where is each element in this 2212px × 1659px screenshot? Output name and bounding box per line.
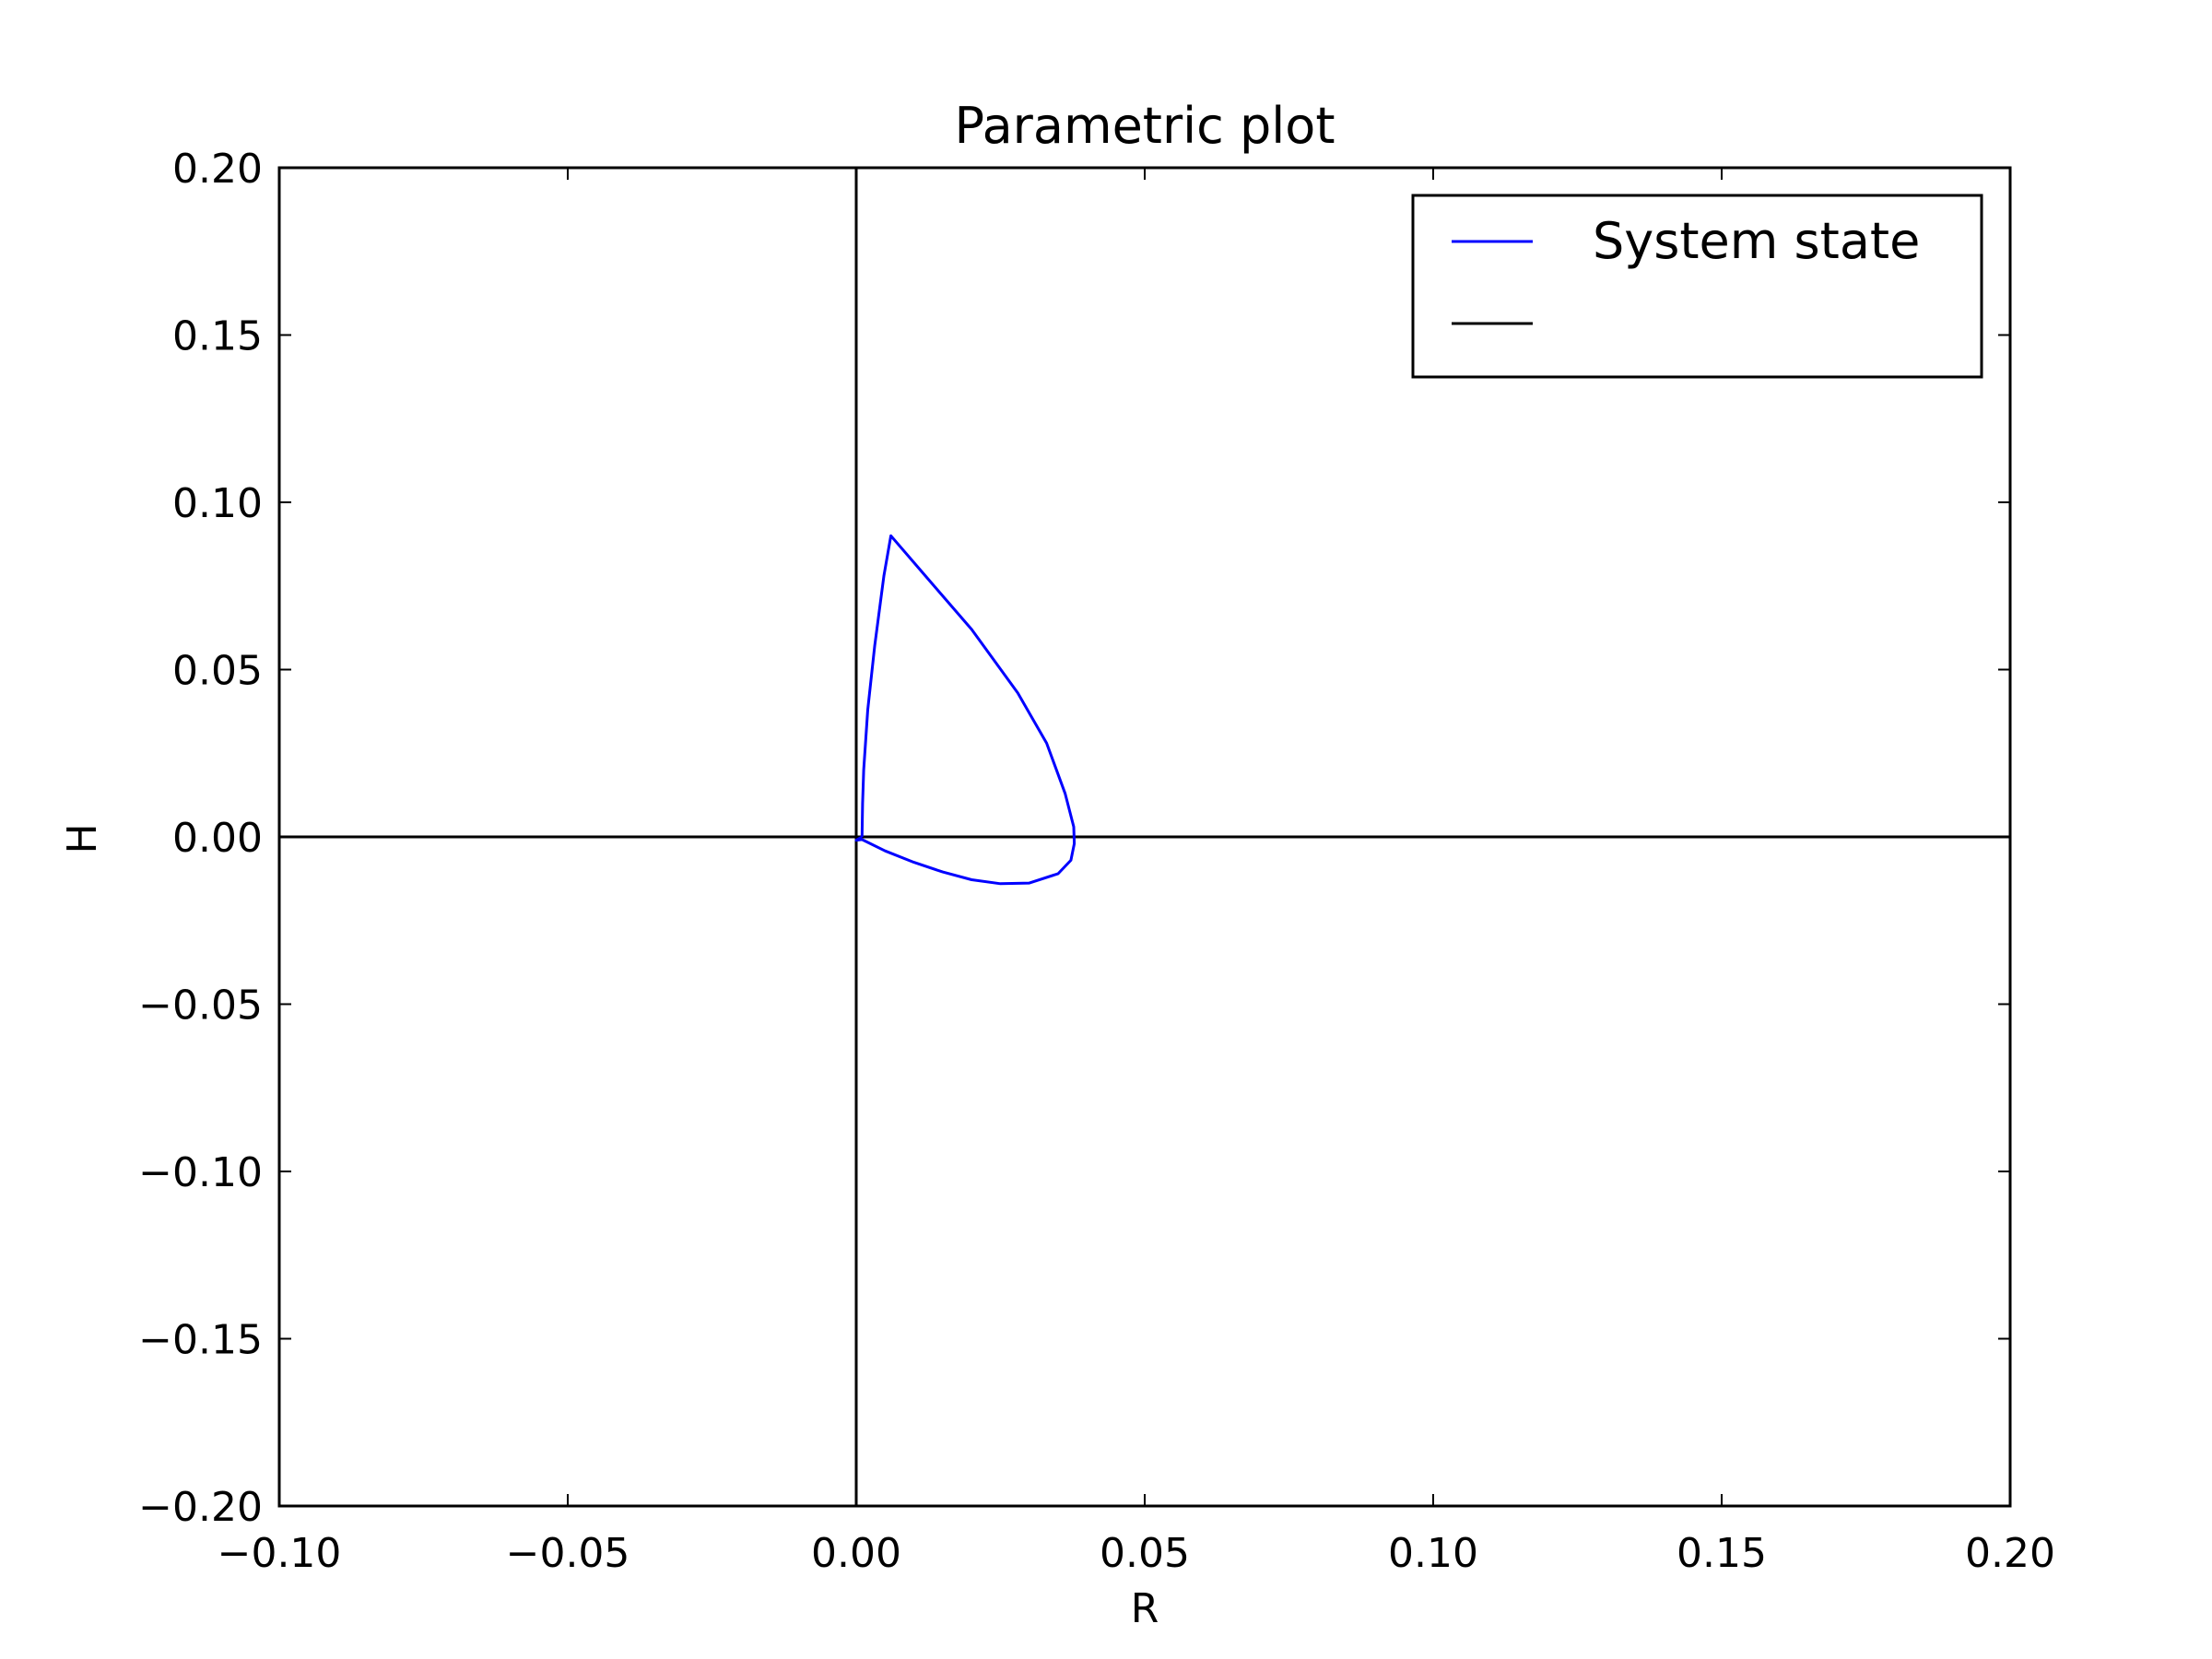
plot-area: −0.10 −0.05 0.00 0.05 0.10 0.15 0.20 −0.20 −0.15… — [138, 146, 2055, 1577]
y-tick-label: 0.05 — [172, 648, 263, 695]
y-tick-label: −0.05 — [138, 982, 263, 1030]
x-axis-label: R — [1131, 1585, 1159, 1632]
series-system-state-line — [854, 534, 1077, 886]
x-tick-label: 0.10 — [1388, 1530, 1478, 1577]
y-tick-label: 0.10 — [172, 480, 263, 527]
legend: System state — [1411, 194, 1983, 379]
x-tick-label: 0.05 — [1100, 1530, 1190, 1577]
chart-title: Parametric plot — [954, 97, 1335, 155]
legend-label: System state — [1593, 212, 1920, 270]
y-tick-label: 0.15 — [172, 313, 263, 360]
x-tick-label: 0.00 — [811, 1530, 901, 1577]
y-tick-label: −0.10 — [138, 1149, 263, 1196]
x-tick-label: −0.10 — [218, 1530, 342, 1577]
y-tick-label: 0.00 — [172, 815, 263, 862]
x-tick-label: 0.15 — [1677, 1530, 1767, 1577]
y-tick-label: −0.15 — [138, 1317, 263, 1364]
y-axis-label: H — [59, 823, 106, 853]
legend-box — [1411, 194, 1983, 379]
x-tick-label: −0.05 — [506, 1530, 630, 1577]
x-tick-label: 0.20 — [1965, 1530, 2055, 1577]
y-tick-label: −0.20 — [138, 1484, 263, 1531]
y-tick-label: 0.20 — [172, 146, 263, 193]
